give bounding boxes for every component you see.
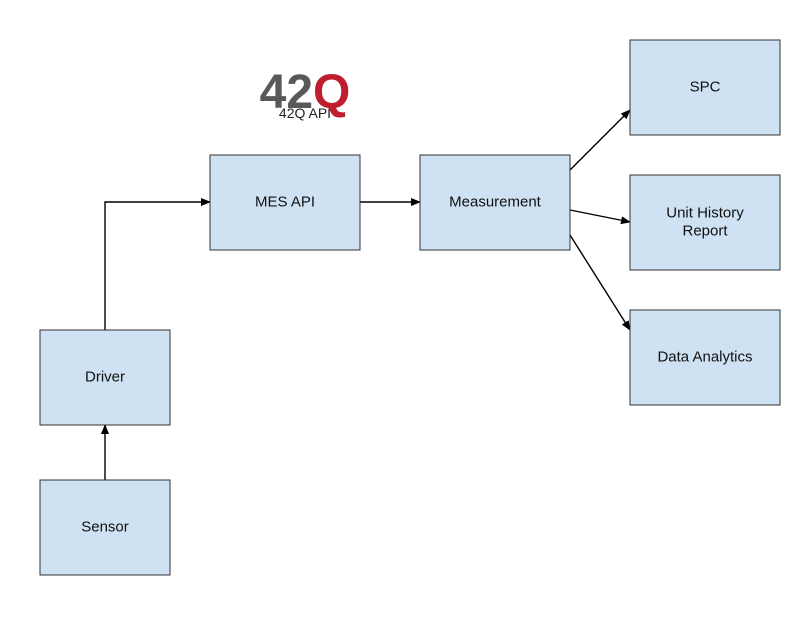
node-spc-label: SPC (690, 78, 721, 95)
node-spc: SPC (630, 40, 780, 135)
logo: 42Q 42Q API (260, 66, 351, 121)
node-uhr-label-line-1: Report (682, 222, 728, 239)
edge-measurement-spc (570, 110, 630, 170)
node-analytics-label: Data Analytics (657, 348, 752, 365)
node-uhr-label-line-0: Unit History (666, 204, 744, 221)
node-measurement: Measurement (420, 155, 570, 250)
node-mesapi: MES API (210, 155, 360, 250)
logo-caption: 42Q API (279, 105, 331, 121)
node-sensor: Sensor (40, 480, 170, 575)
node-mesapi-label: MES API (255, 193, 315, 210)
edge-measurement-analytics (570, 235, 630, 330)
node-sensor-label: Sensor (81, 518, 129, 535)
node-uhr: Unit HistoryReport (630, 175, 780, 270)
node-driver-label: Driver (85, 368, 125, 385)
nodes-layer: Sensor Driver MES API Measurement SPC Unit Hi… (40, 40, 780, 575)
diagram-canvas: Sensor Driver MES API Measurement SPC Unit Hi… (0, 0, 800, 623)
node-measurement-label: Measurement (449, 193, 542, 210)
node-analytics: Data Analytics (630, 310, 780, 405)
edge-driver-mesapi (105, 202, 210, 330)
edge-measurement-uhr (570, 210, 630, 222)
node-driver: Driver (40, 330, 170, 425)
